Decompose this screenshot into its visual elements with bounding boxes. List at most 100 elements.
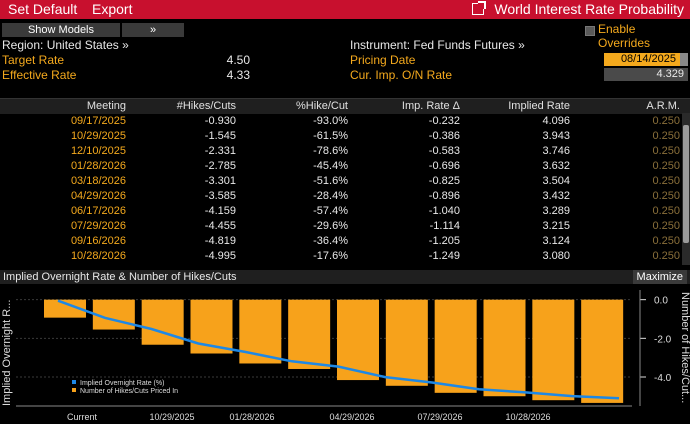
window-title-text: World Interest Rate Probability	[494, 1, 684, 17]
implied-rate-line	[57, 299, 620, 400]
col-implied-rate[interactable]: Implied Rate	[508, 100, 570, 112]
cur-imp-rate-value: 4.329	[604, 68, 688, 81]
x-tick-label: 01/28/2026	[229, 412, 274, 422]
y-tick-label: -4.0	[654, 373, 672, 384]
table-cell: -3.585	[204, 190, 236, 202]
table-cell: -4.159	[204, 205, 236, 217]
table-header: Meeting #Hikes/Cuts %Hike/Cut Imp. Rate …	[0, 98, 690, 114]
table-cell: -28.4%	[313, 190, 348, 202]
table-cell: -1.249	[428, 250, 460, 262]
table-cell: 3.289	[542, 205, 570, 217]
legend-swatch-line	[72, 380, 76, 384]
table-cell: 0.250	[652, 130, 680, 142]
legend-bar-label: Number of Hikes/Cuts Priced In	[80, 388, 178, 395]
table-cell: -51.6%	[313, 175, 348, 187]
y-tick-label: -2.0	[654, 334, 672, 345]
table-cell: -1.205	[428, 235, 460, 247]
table-row[interactable]: 03/18/2026 -3.301 -51.6% -0.825 3.504 0.250	[0, 174, 690, 189]
table-cell: -45.4%	[313, 160, 348, 172]
table-scroll-thumb[interactable]	[683, 125, 689, 243]
effective-rate-label: Effective Rate	[2, 68, 77, 82]
calendar-icon[interactable]	[680, 53, 688, 66]
table-row[interactable]: 04/29/2026 -3.585 -28.4% -0.896 3.432 0.250	[0, 189, 690, 204]
col-hikes-cuts[interactable]: #Hikes/Cuts	[176, 100, 236, 112]
x-tick-label: 10/29/2025	[149, 412, 194, 422]
export-button[interactable]: Export	[92, 1, 133, 17]
table-cell: -0.696	[428, 160, 460, 172]
table-cell: -0.583	[428, 145, 460, 157]
x-tick-label: 07/29/2026	[417, 412, 462, 422]
table-cell: -17.6%	[313, 250, 348, 262]
table-cell: 0.250	[652, 115, 680, 127]
bar	[483, 299, 526, 397]
table-cell: -4.455	[204, 220, 236, 232]
maximize-button[interactable]: Maximize	[632, 270, 687, 284]
bar	[581, 299, 624, 403]
table-row[interactable]: 10/28/2026 -4.995 -17.6% -1.249 3.080 0.250	[0, 249, 690, 264]
table-cell: -0.896	[428, 190, 460, 202]
x-tick-label: Current	[67, 412, 98, 422]
table-cell: 09/16/2026	[70, 235, 126, 247]
table-cell: 04/29/2026	[70, 190, 126, 202]
top-toolbar	[0, 0, 690, 19]
table-cell: 10/28/2026	[70, 250, 126, 262]
hikes-cuts-chart: 0.0 -2.0 -4.0 Current 10/29/2025 01/28/2026 04…	[1, 290, 690, 422]
table-row[interactable]: 09/16/2026 -4.819 -36.4% -1.205 3.124 0.250	[0, 234, 690, 249]
bar	[44, 299, 86, 318]
table-cell: 12/10/2025	[70, 145, 126, 157]
bar	[532, 299, 575, 401]
enable-overrides-checkbox[interactable]	[585, 26, 595, 36]
table-cell: -0.386	[428, 130, 460, 142]
y-tick-label: 0.0	[654, 296, 668, 307]
set-default-button[interactable]: Set Default	[8, 1, 78, 17]
chart-header: Implied Overnight Rate & Number of Hikes…	[0, 270, 690, 284]
col-pct-hike-cut[interactable]: %Hike/Cut	[296, 100, 348, 112]
table-row[interactable]: 01/28/2026 -2.785 -45.4% -0.696 3.632 0.250	[0, 159, 690, 174]
table-row[interactable]: 06/17/2026 -4.159 -57.4% -1.040 3.289 0.250	[0, 204, 690, 219]
table-cell: 4.096	[542, 115, 570, 127]
external-link-icon[interactable]	[472, 1, 487, 15]
cur-imp-rate-label: Cur. Imp. O/N Rate	[350, 68, 453, 82]
table-cell: 3.504	[542, 175, 570, 187]
table-row[interactable]: 09/17/2025 -0.930 -93.0% -0.232 4.096 0.250	[0, 114, 690, 129]
table-cell: 01/28/2026	[70, 160, 126, 172]
window-title: World Interest Rate Probability	[472, 0, 684, 19]
table-cell: 07/29/2026	[70, 220, 126, 232]
region-selector[interactable]: Region: United States »	[2, 38, 129, 52]
table-cell: 0.250	[652, 145, 680, 157]
table-cell: 3.124	[542, 235, 570, 247]
table-cell: 10/29/2025	[70, 130, 126, 142]
bar	[434, 299, 477, 393]
table-cell: 0.250	[652, 250, 680, 262]
table-cell: 0.250	[652, 235, 680, 247]
x-tick-label: 04/29/2026	[329, 412, 374, 422]
table-cell: -61.5%	[313, 130, 348, 142]
table-cell: 3.080	[542, 250, 570, 262]
table-cell: -57.4%	[313, 205, 348, 217]
show-models-button[interactable]: Show Models	[2, 23, 120, 37]
chart-title: Implied Overnight Rate & Number of Hikes…	[3, 271, 237, 283]
bar	[385, 299, 428, 386]
table-cell: -4.819	[204, 235, 236, 247]
table-row[interactable]: 07/29/2026 -4.455 -29.6% -1.114 3.215 0.250	[0, 219, 690, 234]
table-cell: 3.632	[542, 160, 570, 172]
table-row[interactable]: 10/29/2025 -1.545 -61.5% -0.386 3.943 0.250	[0, 129, 690, 144]
col-imp-rate-delta[interactable]: Imp. Rate Δ	[401, 100, 460, 112]
table-cell: -78.6%	[313, 145, 348, 157]
right-axis-label: Number of Hikes/Cut...	[679, 292, 690, 403]
table-cell: -4.995	[204, 250, 236, 262]
table-cell: -93.0%	[313, 115, 348, 127]
target-rate-label: Target Rate	[2, 53, 65, 67]
legend-swatch-bar	[72, 388, 76, 392]
table-row[interactable]: 12/10/2025 -2.331 -78.6% -0.583 3.746 0.250	[0, 144, 690, 159]
col-arm[interactable]: A.R.M.	[646, 100, 680, 112]
left-axis-label: Implied Overnight R...	[1, 300, 13, 406]
table-cell: 3.746	[542, 145, 570, 157]
x-tick-label: 10/28/2026	[505, 412, 550, 422]
table-cell: 3.432	[542, 190, 570, 202]
table-cell: 3.215	[542, 220, 570, 232]
col-meeting[interactable]: Meeting	[86, 100, 126, 112]
expand-button[interactable]: »	[122, 23, 184, 37]
instrument-selector[interactable]: Instrument: Fed Funds Futures »	[350, 38, 525, 52]
pricing-date-input[interactable]: 08/14/2025	[604, 53, 680, 66]
